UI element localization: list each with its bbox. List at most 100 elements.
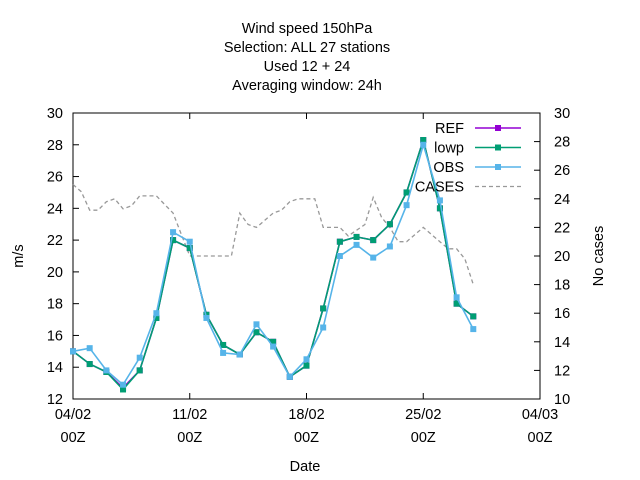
- series-cases: [72, 184, 474, 285]
- data-point: [86, 345, 93, 352]
- series-obs: [70, 141, 477, 388]
- y-tick-label: 24: [47, 201, 63, 217]
- y2-tick-label: 24: [554, 192, 570, 208]
- data-point: [386, 221, 393, 228]
- y2-tick-label: 22: [554, 220, 570, 236]
- x-tick-label: 11/02: [172, 407, 207, 423]
- y-tick-label: 26: [47, 170, 63, 186]
- data-point: [120, 386, 127, 393]
- data-point: [136, 354, 143, 361]
- x-axis-label: Date: [290, 459, 321, 475]
- data-point: [303, 356, 310, 363]
- data-point: [203, 314, 210, 321]
- legend: REF lowp OBS CASES: [415, 121, 521, 196]
- y2-axis-label: No cases: [591, 226, 607, 286]
- y-tick-label: 30: [47, 106, 63, 122]
- data-point: [136, 367, 143, 374]
- data-point: [220, 341, 227, 348]
- y-tick-label: 14: [47, 360, 63, 376]
- data-point: [253, 329, 260, 336]
- data-point: [120, 381, 127, 388]
- data-point: [453, 294, 460, 301]
- y-tick-label: 18: [47, 297, 63, 313]
- data-point: [436, 205, 443, 212]
- legend-label: OBS: [433, 160, 464, 176]
- y2-tick-label: 28: [554, 135, 570, 151]
- data-point: [403, 189, 410, 196]
- legend-marker: [495, 164, 501, 170]
- y-tick-label: 12: [47, 392, 63, 408]
- y-axis-label: m/s: [11, 244, 27, 267]
- x-tick-label: 18/02: [288, 407, 324, 423]
- legend-label: REF: [435, 121, 464, 137]
- y-tick-label: 20: [47, 265, 63, 281]
- data-point: [370, 237, 377, 244]
- x-tick-label-time: 00Z: [411, 430, 436, 446]
- data-point: [103, 367, 110, 374]
- y-tick-label: 16: [47, 328, 63, 344]
- data-point: [236, 351, 243, 358]
- data-point: [436, 197, 443, 204]
- data-point: [270, 343, 277, 350]
- title-line: Selection: ALL 27 stations: [224, 40, 390, 56]
- x-tick-label: 04/03: [522, 407, 558, 423]
- y-tick-label: 22: [47, 233, 63, 249]
- x-tick-label-time: 00Z: [528, 430, 553, 446]
- data-point: [370, 254, 377, 261]
- title-line: Averaging window: 24h: [232, 78, 382, 94]
- title-line: Wind speed 150hPa: [242, 21, 374, 37]
- data-point: [453, 300, 460, 307]
- data-point: [170, 229, 177, 236]
- plot-border: [72, 112, 541, 400]
- y2-tick-label: 10: [554, 392, 570, 408]
- data-point: [386, 243, 393, 250]
- data-point: [153, 310, 160, 317]
- data-point: [270, 338, 277, 345]
- data-point: [403, 202, 410, 209]
- y-tick-label: 28: [47, 138, 63, 154]
- y2-tick-label: 14: [554, 335, 570, 351]
- series-line-ref: [72, 137, 474, 390]
- data-point: [320, 324, 327, 331]
- series-line-lowp: [72, 137, 474, 391]
- data-point: [220, 349, 227, 356]
- x-tick-label-time: 00Z: [61, 430, 86, 446]
- data-point: [186, 238, 193, 245]
- title-line: Used 12 + 24: [264, 59, 351, 75]
- data-point: [86, 361, 93, 368]
- y2-tick-label: 30: [554, 106, 570, 122]
- data-point: [70, 348, 76, 355]
- y2-tick-label: 12: [554, 363, 570, 379]
- y2-tick-label: 26: [554, 163, 570, 179]
- data-point: [470, 313, 477, 320]
- x-tick-label: 25/02: [405, 407, 441, 423]
- data-point: [420, 137, 427, 144]
- data-point: [336, 253, 343, 259]
- data-point: [420, 141, 427, 148]
- data-point: [470, 326, 477, 333]
- x-tick-label-time: 00Z: [294, 430, 319, 446]
- series-layer: [70, 137, 477, 393]
- data-point: [286, 373, 293, 380]
- y2-tick-label: 16: [554, 306, 570, 322]
- legend-marker: [495, 125, 501, 131]
- data-point: [336, 238, 343, 245]
- data-point: [353, 241, 360, 248]
- legend-label: lowp: [434, 141, 464, 157]
- data-point: [186, 245, 193, 252]
- y2-tick-label: 20: [554, 249, 570, 265]
- x-tick-label-time: 00Z: [177, 430, 202, 446]
- series-line-cases: [72, 184, 474, 285]
- axes: 12 14 16 18 20 22 24 26 28 30 10 12 14 16 18 20 22 24 26 28…: [11, 106, 607, 475]
- data-point: [153, 314, 160, 321]
- data-point: [320, 305, 327, 312]
- data-point: [170, 237, 177, 244]
- chart-title: Wind speed 150hPa Selection: ALL 27 stati…: [224, 21, 390, 94]
- data-point: [353, 233, 360, 240]
- legend-marker: [495, 144, 501, 151]
- data-point: [303, 362, 310, 369]
- y2-tick-label: 18: [554, 278, 570, 294]
- legend-label: CASES: [415, 180, 464, 196]
- x-tick-label: 04/02: [55, 407, 91, 423]
